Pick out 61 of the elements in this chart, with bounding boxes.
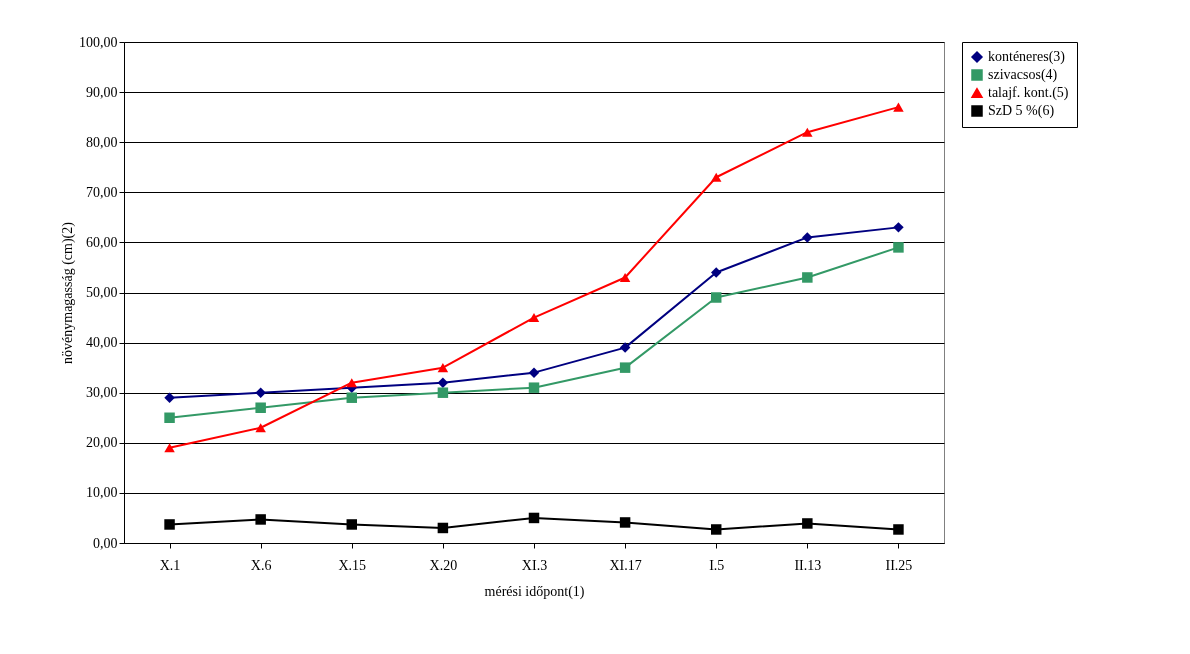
point bbox=[528, 367, 540, 378]
point bbox=[346, 378, 358, 388]
point bbox=[893, 242, 904, 253]
point bbox=[710, 524, 722, 535]
x-tick-label: X.1 bbox=[159, 557, 181, 573]
y-tick-label: 40,00 bbox=[86, 335, 118, 351]
y-tick-label: 60,00 bbox=[86, 234, 118, 250]
point bbox=[802, 232, 813, 243]
x-tick-label: X.6 bbox=[250, 557, 272, 573]
legend-label: konténeres(3) bbox=[988, 49, 1066, 65]
point bbox=[164, 443, 175, 453]
point bbox=[164, 412, 175, 423]
x-tick-label: XI.17 bbox=[609, 557, 642, 573]
y-tick-label: 10,00 bbox=[86, 485, 118, 501]
point bbox=[893, 102, 904, 112]
point bbox=[437, 377, 449, 388]
point bbox=[164, 519, 175, 530]
x-axis-title: mérési időpont(1) bbox=[484, 583, 585, 600]
point bbox=[893, 524, 904, 535]
point bbox=[802, 272, 813, 283]
point bbox=[619, 517, 631, 528]
point bbox=[346, 392, 358, 403]
y-tick-label: 30,00 bbox=[86, 385, 118, 401]
point bbox=[255, 402, 266, 413]
y-tick-label: 90,00 bbox=[86, 84, 118, 100]
y-tick-label: 80,00 bbox=[86, 134, 118, 150]
legend-label: szivacsos(4) bbox=[988, 67, 1058, 83]
point bbox=[255, 387, 266, 398]
point bbox=[346, 519, 358, 530]
y-tick-label: 50,00 bbox=[86, 285, 118, 300]
point bbox=[437, 363, 449, 373]
x-tick-label: X.15 bbox=[338, 557, 367, 573]
point bbox=[619, 342, 631, 353]
point bbox=[802, 518, 813, 529]
point bbox=[255, 423, 266, 433]
point bbox=[528, 512, 540, 524]
point bbox=[619, 362, 631, 373]
point bbox=[437, 522, 449, 534]
y-tick-label: 0,00 bbox=[93, 535, 118, 551]
x-tick-label: I.5 bbox=[709, 557, 725, 573]
point bbox=[893, 222, 904, 233]
y-tick-label: 100,00 bbox=[79, 34, 118, 50]
point bbox=[528, 382, 540, 393]
point bbox=[255, 514, 266, 525]
point bbox=[528, 313, 540, 323]
point bbox=[619, 272, 631, 283]
point bbox=[802, 127, 813, 137]
point bbox=[710, 172, 722, 182]
point bbox=[710, 267, 722, 278]
x-tick-label: X.20 bbox=[429, 557, 458, 573]
point bbox=[710, 292, 722, 303]
point bbox=[437, 387, 449, 398]
point bbox=[164, 392, 175, 403]
y-tick-label: 20,00 bbox=[86, 435, 118, 451]
legend-label: SzD 5 %(6) bbox=[988, 103, 1055, 119]
x-tick-label: II.13 bbox=[794, 557, 822, 573]
legend-label: talajf. kont.(5) bbox=[988, 85, 1069, 101]
x-tick-label: II.25 bbox=[885, 557, 913, 573]
y-axis-title: növénymagasság (cm)(2) bbox=[60, 221, 76, 364]
x-tick-label: XI.3 bbox=[521, 557, 548, 573]
y-tick-label: 70,00 bbox=[86, 184, 118, 200]
